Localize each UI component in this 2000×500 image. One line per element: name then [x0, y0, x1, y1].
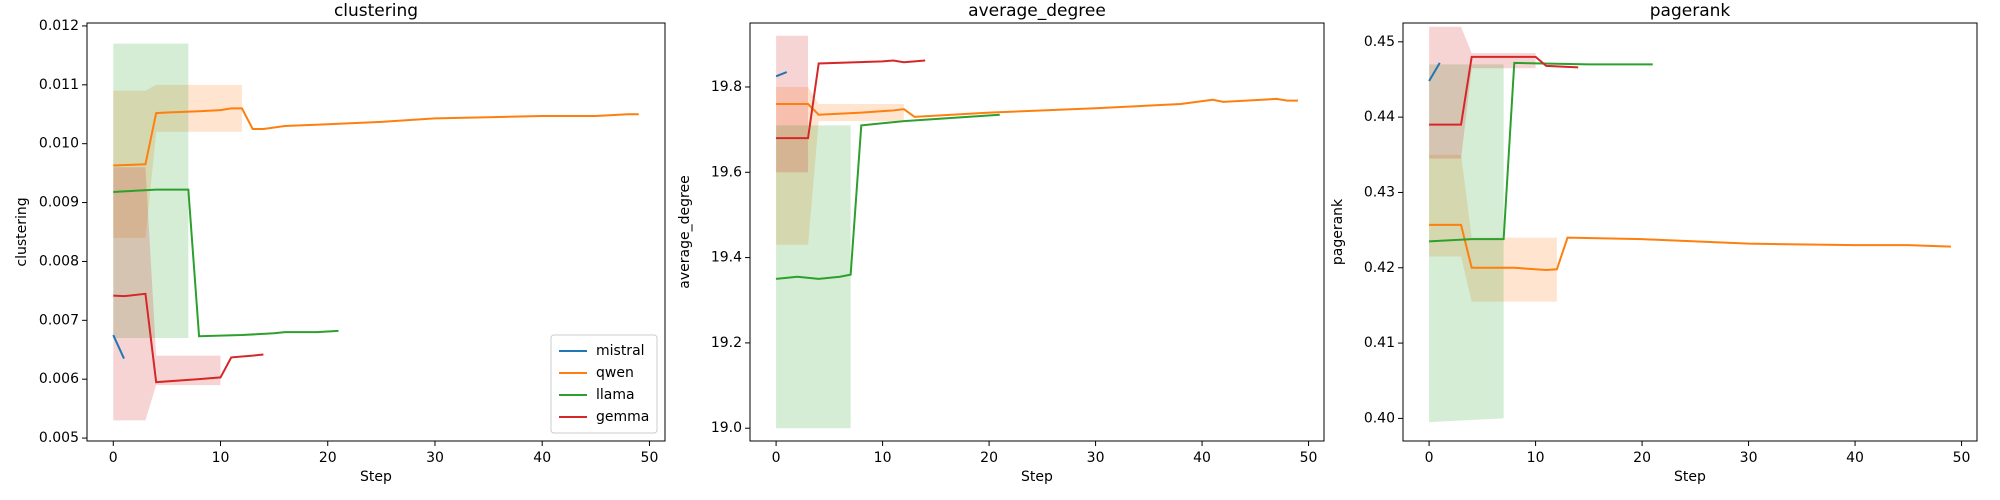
legend-box	[550, 334, 658, 434]
series-line	[1429, 223, 1951, 272]
x-axis-label: Step	[360, 469, 392, 485]
chart-title: average_degree	[968, 1, 1106, 21]
x-tick-label: 40	[533, 450, 551, 466]
x-tick-label: 10	[1527, 450, 1545, 466]
y-tick-label: 0.012	[39, 18, 79, 34]
y-tick-label: 0.45	[1364, 34, 1395, 50]
x-tick-label: 40	[1193, 450, 1211, 466]
series-line	[113, 292, 264, 384]
series-line	[776, 97, 1298, 118]
band	[113, 167, 221, 421]
x-tick-label: 0	[1425, 450, 1434, 466]
x-tick-label: 50	[1300, 450, 1318, 466]
legend-label: gemma	[596, 409, 649, 425]
series-line	[112, 334, 125, 359]
x-tick-label: 10	[212, 450, 230, 466]
y-tick-label: 19.8	[711, 79, 742, 95]
y-tick-label: 0.43	[1364, 184, 1395, 200]
y-tick-label: 0.011	[39, 77, 79, 93]
band	[776, 125, 851, 429]
axes-frame	[86, 22, 666, 442]
series-line	[113, 107, 639, 167]
y-axis-label: clustering	[14, 197, 30, 266]
y-tick-label: 19.6	[711, 164, 742, 180]
series-line	[775, 71, 788, 78]
axes-frame	[749, 22, 1325, 442]
y-axis-label: average_degree	[677, 175, 693, 288]
band	[113, 84, 242, 238]
series-line	[1429, 55, 1579, 126]
y-tick-label: 0.007	[39, 312, 79, 328]
axes-frame	[1402, 22, 1978, 442]
chart-title: clustering	[334, 1, 418, 21]
series-line	[1429, 61, 1653, 243]
y-tick-label: 0.42	[1364, 260, 1395, 276]
y-tick-label: 19.2	[711, 335, 742, 351]
x-tick-label: 50	[641, 450, 659, 466]
y-tick-label: 0.40	[1364, 410, 1395, 426]
chart-title: pagerank	[1650, 1, 1731, 21]
x-tick-label: 20	[319, 450, 337, 466]
x-tick-label: 0	[772, 450, 781, 466]
x-axis-label: Step	[1674, 469, 1706, 485]
y-tick-label: 0.44	[1364, 109, 1395, 125]
x-tick-label: 30	[1087, 450, 1105, 466]
x-tick-label: 30	[426, 450, 444, 466]
y-tick-label: 19.0	[711, 420, 742, 436]
legend-label: qwen	[596, 365, 634, 381]
x-tick-label: 20	[1633, 450, 1651, 466]
y-tick-label: 19.4	[711, 250, 742, 266]
x-tick-label: 40	[1846, 450, 1864, 466]
series-line	[113, 188, 339, 338]
series-line	[775, 113, 1000, 280]
x-tick-label: 30	[1740, 450, 1758, 466]
y-tick-label: 0.41	[1364, 335, 1395, 351]
x-tick-label: 0	[109, 450, 118, 466]
legend-label: llama	[596, 387, 635, 403]
x-tick-label: 10	[874, 450, 892, 466]
y-tick-label: 0.008	[39, 253, 79, 269]
y-tick-label: 0.005	[39, 430, 79, 446]
x-axis-label: Step	[1021, 469, 1053, 485]
series-line	[776, 59, 926, 140]
series-line	[1428, 62, 1441, 82]
band	[1429, 154, 1557, 302]
y-axis-label: pagerank	[1330, 198, 1346, 265]
y-tick-label: 0.009	[39, 195, 79, 211]
band	[776, 86, 904, 245]
x-tick-label: 50	[1953, 450, 1971, 466]
y-tick-label: 0.010	[39, 136, 79, 152]
y-tick-label: 0.006	[39, 371, 79, 387]
x-tick-label: 20	[980, 450, 998, 466]
legend-label: mistral	[596, 343, 645, 359]
